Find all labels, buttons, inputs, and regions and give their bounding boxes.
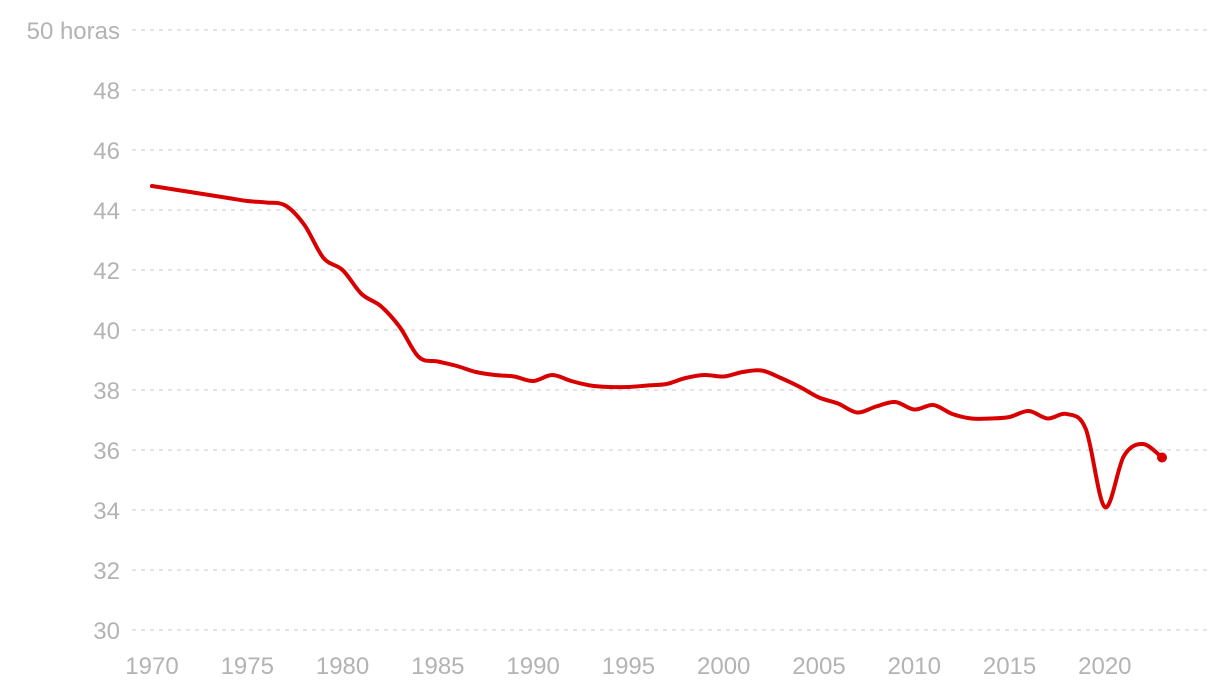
- y-tick-label: 48: [93, 78, 120, 105]
- data-point: [759, 368, 765, 374]
- x-tick-label: 2020: [1078, 653, 1131, 680]
- x-tick-label: 2015: [983, 653, 1036, 680]
- data-point: [397, 324, 403, 330]
- data-point: [740, 369, 746, 375]
- y-tick-label: 36: [93, 438, 120, 465]
- data-point: [263, 200, 269, 206]
- data-point: [683, 375, 689, 381]
- data-point: [206, 192, 212, 198]
- data-point: [873, 404, 879, 410]
- data-point: [664, 381, 670, 387]
- y-tick-label: 34: [93, 498, 120, 525]
- x-tick-label: 2000: [697, 653, 750, 680]
- data-point: [511, 374, 517, 380]
- x-tick-label: 1995: [602, 653, 655, 680]
- data-point: [816, 395, 822, 401]
- data-point: [187, 189, 193, 195]
- y-tick-label: 42: [93, 258, 120, 285]
- x-tick-label: 1970: [125, 653, 178, 680]
- data-point: [797, 384, 803, 390]
- y-axis-tick-labels: 30 32 34 36 38 40 42 44 46 48 50 horas: [27, 18, 120, 645]
- y-tick-label: 46: [93, 138, 120, 165]
- y-tick-label: 38: [93, 378, 120, 405]
- data-point: [968, 416, 974, 422]
- data-point: [1102, 504, 1108, 510]
- data-point: [835, 401, 841, 407]
- data-point: [892, 399, 898, 405]
- data-point: [435, 359, 441, 365]
- data-point: [1083, 426, 1089, 432]
- data-point: [702, 372, 708, 378]
- gridlines: [132, 29, 1208, 631]
- data-point: [454, 363, 460, 369]
- data-point: [378, 303, 384, 309]
- data-point: [987, 416, 993, 422]
- data-point: [549, 372, 555, 378]
- x-tick-label: 1975: [221, 653, 274, 680]
- data-point: [1121, 453, 1127, 459]
- data-point: [321, 255, 327, 261]
- data-point: [587, 383, 593, 389]
- y-tick-label: 40: [93, 318, 120, 345]
- data-point: [1140, 441, 1146, 447]
- series-line: [150, 184, 1164, 510]
- data-point: [1007, 414, 1013, 420]
- x-axis-tick-labels: 1970 1975 1980 1985 1990 1995 2000 2005 2010 2015…: [125, 653, 1131, 680]
- data-point: [1064, 411, 1070, 417]
- data-point: [911, 407, 917, 413]
- y-tick-label: 50 horas: [27, 18, 120, 45]
- x-tick-label: 1985: [411, 653, 464, 680]
- data-point: [644, 383, 650, 389]
- data-point: [625, 384, 631, 390]
- data-point: [530, 378, 536, 384]
- data-point: [721, 374, 727, 380]
- data-point: [949, 411, 955, 417]
- y-tick-label: 32: [93, 558, 120, 585]
- x-tick-label: 1980: [316, 653, 369, 680]
- y-tick-label: 30: [93, 618, 120, 645]
- data-point: [854, 410, 860, 416]
- data-point: [359, 291, 365, 297]
- x-tick-label: 2010: [888, 653, 941, 680]
- data-point: [301, 222, 307, 228]
- y-tick-label: 44: [93, 198, 120, 225]
- data-point: [606, 384, 612, 390]
- data-point: [244, 198, 250, 204]
- end-point-marker: [1157, 452, 1167, 463]
- data-point: [225, 195, 231, 201]
- data-point: [930, 402, 936, 408]
- data-point: [492, 372, 498, 378]
- data-point: [168, 186, 174, 192]
- data-point: [473, 369, 479, 375]
- data-point: [149, 183, 155, 189]
- data-point: [568, 378, 574, 384]
- data-point: [778, 375, 784, 381]
- x-tick-label: 1990: [506, 653, 559, 680]
- data-point: [416, 354, 422, 360]
- data-point: [1045, 416, 1051, 422]
- series-layer: [149, 183, 1167, 510]
- data-point: [282, 203, 288, 209]
- data-point: [1026, 408, 1032, 414]
- data-point: [340, 267, 346, 273]
- x-tick-label: 2005: [792, 653, 845, 680]
